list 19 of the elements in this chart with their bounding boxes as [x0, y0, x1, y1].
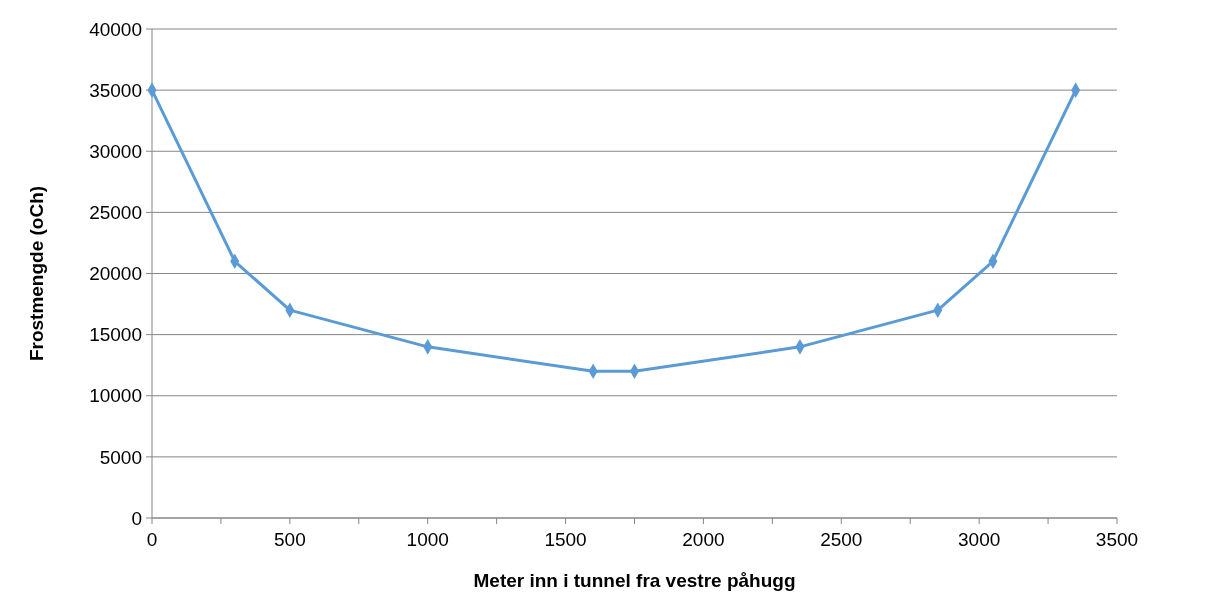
y-tick-label: 35000 — [89, 79, 142, 101]
y-tick-label: 25000 — [89, 202, 142, 224]
y-axis-title: Frostmengde (oCh) — [26, 185, 47, 362]
x-tick-label: 2000 — [682, 529, 725, 550]
x-axis-title: Meter inn i tunnel fra vestre påhugg — [473, 570, 796, 591]
y-tick-label: 10000 — [89, 385, 142, 407]
y-tick-label: 15000 — [89, 324, 142, 346]
x-tick-label: 2500 — [820, 529, 863, 550]
x-tick-label: 0 — [146, 529, 158, 550]
y-tick-label: 5000 — [99, 446, 142, 468]
y-tick-label: 40000 — [89, 18, 142, 40]
y-tick-label: 30000 — [89, 140, 142, 162]
y-tick-label: 0 — [131, 507, 142, 529]
x-tick-label: 500 — [274, 529, 306, 550]
y-tick-label: 20000 — [89, 263, 142, 285]
x-tick-label: 3000 — [958, 529, 1001, 550]
x-tick-label: 1000 — [406, 529, 449, 550]
x-tick-label: 3500 — [1095, 529, 1139, 550]
x-tick-label: 1500 — [544, 529, 587, 550]
